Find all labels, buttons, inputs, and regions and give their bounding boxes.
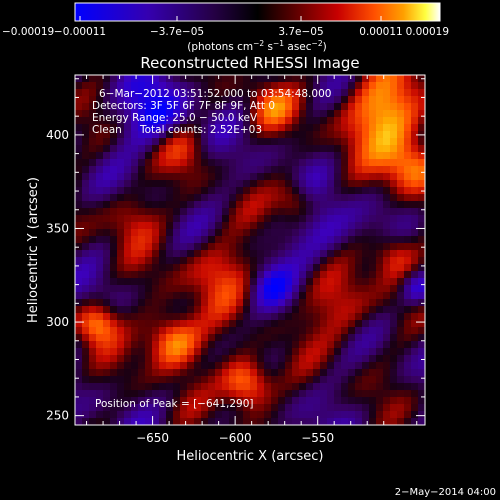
colorbar-tick-label: 0.00019 xyxy=(406,26,449,38)
plot-date: 2−May−2014 04:00 xyxy=(394,487,496,498)
y-tick-label: 350 xyxy=(46,221,69,235)
colorbar-units: (photons cm−2 s−1 asec−2) xyxy=(187,39,326,53)
colorbar-gradient xyxy=(74,2,441,22)
plot-title: Reconstructed RHESSI Image xyxy=(140,54,359,72)
y-axis-label: Heliocentric Y (arcsec) xyxy=(26,177,41,323)
x-tick-label: −550 xyxy=(301,431,334,445)
axis-ticks: −650 −600 −550 400 350 300 250 xyxy=(46,75,425,445)
info-detectors: Detectors: 3F 5F 6F 7F 8F 9F, Att 0 xyxy=(92,100,275,112)
colorbar-tick-label: −0.00019 xyxy=(2,26,54,38)
x-axis-label: Heliocentric X (arcsec) xyxy=(177,449,324,464)
info-clean: Clean xyxy=(92,124,122,136)
info-counts: Total counts: 2.52E+03 xyxy=(139,124,262,136)
y-tick-label: 300 xyxy=(46,315,69,329)
colorbar-tick-label: −0.00011 xyxy=(54,26,106,38)
x-tick-label: −650 xyxy=(136,431,169,445)
colorbar-tick-label: 3.7e−05 xyxy=(278,26,323,38)
observation-info: 6−Mar−2012 03:51:52.000 to 03:54:48.000 … xyxy=(92,88,331,136)
y-tick-label: 250 xyxy=(46,409,69,423)
y-tick-label: 400 xyxy=(46,128,69,142)
colorbar-tick-label: 0.00011 xyxy=(359,26,402,38)
info-energy: Energy Range: 25.0 − 50.0 keV xyxy=(92,112,258,124)
info-time: 6−Mar−2012 03:51:52.000 to 03:54:48.000 xyxy=(99,88,331,100)
rhessi-image xyxy=(75,75,425,425)
colorbar: −0.00019 −0.00011 −3.7e−05 3.7e−05 0.00011 0.… xyxy=(2,2,449,53)
x-tick-label: −600 xyxy=(219,431,252,445)
colorbar-tick-label: −3.7e−05 xyxy=(150,26,204,38)
plot-frame xyxy=(74,74,426,426)
peak-position: Position of Peak = [−641,290] xyxy=(95,398,254,410)
